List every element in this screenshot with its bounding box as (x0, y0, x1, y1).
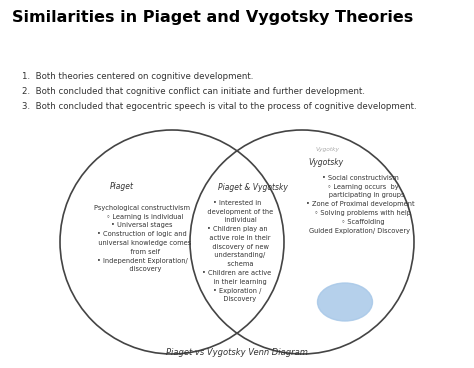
Text: • Interested in
   development of the
   individual
• Children play an
   active: • Interested in development of the indiv… (201, 200, 273, 302)
Text: Piaget vs Vygotsky Venn Diagram: Piaget vs Vygotsky Venn Diagram (166, 348, 308, 357)
Text: Piaget & Vygotsky: Piaget & Vygotsky (218, 183, 288, 192)
Text: 3.  Both concluded that egocentric speech is vital to the process of cognitive d: 3. Both concluded that egocentric speech… (22, 102, 417, 111)
Ellipse shape (318, 283, 373, 321)
Text: Similarities in Piaget and Vygotsky Theories: Similarities in Piaget and Vygotsky Theo… (12, 10, 413, 25)
Text: Vygotky: Vygotky (316, 147, 340, 152)
Text: 2.  Both concluded that cognitive conflict can initiate and further development.: 2. Both concluded that cognitive conflic… (22, 87, 365, 96)
Text: Piaget: Piaget (110, 182, 134, 191)
Text: Psychological constructivism
   ◦ Learning is individual
• Universal stages
• Co: Psychological constructivism ◦ Learning … (92, 205, 191, 272)
Text: • Social constructivism
   ◦ Learning occurs  by
      participating in groups
•: • Social constructivism ◦ Learning occur… (306, 175, 414, 234)
Text: 1.  Both theories centered on cognitive development.: 1. Both theories centered on cognitive d… (22, 72, 254, 81)
Text: Vygotsky: Vygotsky (308, 158, 343, 167)
